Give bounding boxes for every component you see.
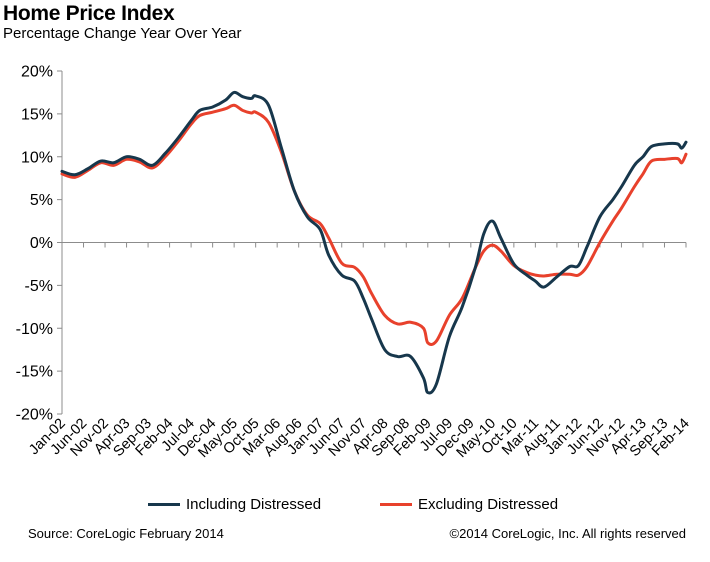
y-tick-label: -20%: [16, 407, 53, 424]
legend-label-including: Including Distressed: [186, 496, 322, 513]
source-note: Source: CoreLogic February 2014: [28, 526, 224, 541]
y-tick-label: 10%: [21, 149, 53, 166]
y-tick-label: -10%: [16, 321, 53, 338]
y-axis: 20% 15% 10% 5% 0% -5% -10% -15% -20%: [16, 64, 63, 424]
legend-item-including-distressed: Including Distressed: [148, 496, 321, 513]
y-tick-label: 5%: [30, 192, 53, 209]
x-axis: Jan-02Jun-02Nov-02Apr-03Sep-03Feb-04Jul-…: [26, 242, 693, 461]
chart-subtitle: Percentage Change Year Over Year: [3, 25, 242, 42]
copyright-note: ©2014 CoreLogic, Inc. All rights reserve…: [449, 526, 686, 541]
y-tick-label: 20%: [21, 64, 53, 81]
legend-item-excluding-distressed: Excluding Distressed: [380, 496, 558, 513]
series-line-including-distressed: [60, 90, 688, 395]
y-tick-label: 0%: [30, 235, 53, 252]
legend-label-excluding: Excluding Distressed: [418, 496, 559, 513]
series-group: [60, 90, 688, 395]
y-tick-label: 15%: [21, 106, 53, 123]
series-line-excluding-distressed: [60, 103, 688, 346]
legend-swatch-excluding: [380, 503, 412, 506]
chart-title: Home Price Index: [3, 2, 175, 25]
legend-swatch-including: [148, 503, 180, 506]
legend: Including Distressed Excluding Distresse…: [0, 496, 710, 518]
line-chart: 20% 15% 10% 5% 0% -5% -10% -15% -20% Jan-02Jun-0…: [16, 64, 693, 462]
y-tick-label: -5%: [25, 278, 53, 295]
y-tick-label: -15%: [16, 364, 53, 381]
